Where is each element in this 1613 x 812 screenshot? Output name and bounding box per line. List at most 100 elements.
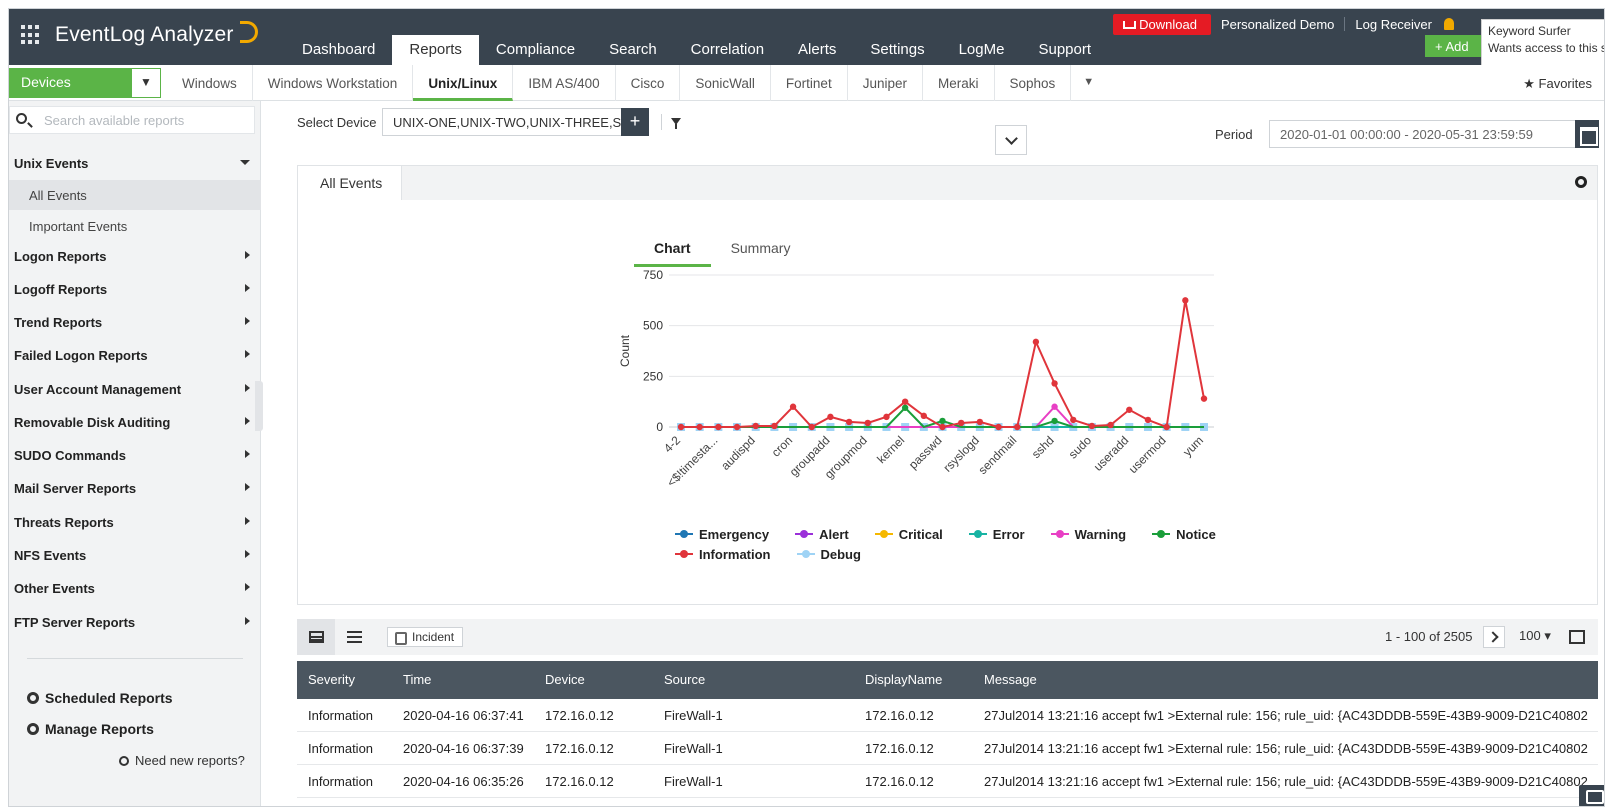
tab-chart[interactable]: Chart bbox=[634, 236, 711, 267]
apps-grid-icon[interactable] bbox=[21, 25, 41, 45]
tab-meraki[interactable]: Meraki bbox=[923, 65, 995, 101]
nav-alerts[interactable]: Alerts bbox=[798, 41, 837, 58]
cell-severity: Information bbox=[308, 774, 374, 789]
next-page-button[interactable] bbox=[1483, 626, 1505, 648]
sidebar-item-all-events[interactable]: All Events bbox=[9, 180, 261, 210]
tab-sophos[interactable]: Sophos bbox=[995, 65, 1072, 101]
tab-unix-linux[interactable]: Unix/Linux bbox=[413, 65, 514, 101]
tab-windows-workstation[interactable]: Windows Workstation bbox=[253, 65, 414, 101]
legend-item-critical[interactable]: Critical bbox=[874, 527, 943, 542]
tab-ibm-as400[interactable]: IBM AS/400 bbox=[513, 65, 616, 101]
add-button[interactable]: + Add bbox=[1425, 35, 1491, 57]
column-message[interactable]: Message bbox=[984, 672, 1037, 687]
column-time[interactable]: Time bbox=[403, 672, 432, 687]
report-panel: All Events Chart Summary bbox=[297, 165, 1598, 605]
tab-sonicwall[interactable]: SonicWall bbox=[680, 65, 771, 101]
bell-icon[interactable] bbox=[1444, 18, 1454, 30]
app-logo[interactable]: EventLog Analyzer bbox=[21, 21, 258, 47]
legend-item-notice[interactable]: Notice bbox=[1152, 527, 1216, 542]
scheduled-reports-label: Scheduled Reports bbox=[45, 690, 173, 706]
sidebar-item-user-account-management[interactable]: User Account Management bbox=[14, 382, 250, 397]
per-page-select[interactable]: 100 ▾ bbox=[1519, 628, 1551, 643]
nav-dashboard[interactable]: Dashboard bbox=[302, 41, 376, 58]
nav-correlation[interactable]: Correlation bbox=[690, 41, 765, 58]
legend-item-debug[interactable]: Debug bbox=[796, 547, 861, 562]
sidebar-item-other-events[interactable]: Other Events bbox=[14, 581, 250, 596]
nav-compliance[interactable]: Compliance bbox=[495, 41, 576, 58]
chevron-right-icon bbox=[245, 517, 250, 525]
add-device-button[interactable]: + bbox=[621, 108, 649, 136]
panel-header: All Events bbox=[298, 166, 1597, 200]
search-icon bbox=[16, 113, 27, 124]
sidebar-item-sudo-commands[interactable]: SUDO Commands bbox=[14, 448, 250, 463]
nav-reports[interactable]: Reports bbox=[392, 35, 479, 65]
column-settings-icon[interactable] bbox=[1569, 630, 1585, 644]
devices-dropdown[interactable]: Devices ▼ bbox=[9, 68, 161, 98]
sidebar-item-trend-reports[interactable]: Trend Reports bbox=[14, 315, 250, 330]
legend-item-warning[interactable]: Warning bbox=[1050, 527, 1126, 542]
table-view-button[interactable] bbox=[297, 619, 335, 655]
tab-cisco[interactable]: Cisco bbox=[616, 65, 681, 101]
nav-support[interactable]: Support bbox=[1038, 41, 1092, 58]
sidebar-item-label: FTP Server Reports bbox=[14, 615, 136, 630]
calendar-icon[interactable] bbox=[1575, 120, 1599, 148]
list-view-button[interactable] bbox=[335, 619, 373, 655]
series-line-information bbox=[681, 300, 1205, 429]
table-row[interactable]: Information 2020-04-16 06:35:26 172.16.0… bbox=[297, 765, 1598, 798]
nav-settings[interactable]: Settings bbox=[870, 41, 925, 58]
sidebar-item-important-events[interactable]: Important Events bbox=[29, 219, 128, 234]
legend-item-error[interactable]: Error bbox=[968, 527, 1025, 542]
chevron-down-icon[interactable]: ▼ bbox=[131, 68, 161, 98]
data-point bbox=[1051, 417, 1058, 425]
sidebar-item-logoff-reports[interactable]: Logoff Reports bbox=[14, 282, 250, 297]
report-search-input[interactable]: Search available reports bbox=[9, 106, 255, 134]
manage-reports-link[interactable]: Manage Reports bbox=[27, 721, 154, 737]
legend-item-alert[interactable]: Alert bbox=[795, 527, 849, 542]
log-receiver-link[interactable]: Log Receiver bbox=[1355, 16, 1432, 32]
column-device[interactable]: Device bbox=[545, 672, 585, 687]
table-header: Severity Time Device Source DisplayName … bbox=[297, 661, 1598, 699]
legend-item-emergency[interactable]: Emergency bbox=[675, 527, 769, 542]
chat-icon[interactable] bbox=[1579, 785, 1604, 806]
filter-icon[interactable] bbox=[671, 118, 681, 129]
sidebar-collapse-handle[interactable] bbox=[255, 381, 263, 431]
period-input[interactable]: 2020-01-01 00:00:00 - 2020-05-31 23:59:5… bbox=[1269, 120, 1577, 148]
gear-icon[interactable] bbox=[1575, 176, 1587, 188]
sidebar-item-threats-reports[interactable]: Threats Reports bbox=[14, 515, 250, 530]
select-device-input[interactable]: UNIX-ONE,UNIX-TWO,UNIX-THREE,SYN bbox=[382, 108, 622, 136]
favorites-link[interactable]: ★ Favorites bbox=[1523, 76, 1592, 92]
sidebar-item-mail-server-reports[interactable]: Mail Server Reports bbox=[14, 481, 250, 496]
column-source[interactable]: Source bbox=[664, 672, 706, 687]
sidebar-item-ftp-server-reports[interactable]: FTP Server Reports bbox=[14, 615, 250, 630]
download-button[interactable]: Download bbox=[1113, 13, 1211, 35]
tab-all-events[interactable]: All Events bbox=[298, 166, 402, 200]
incident-button[interactable]: Incident bbox=[387, 627, 464, 647]
cell-message: 27Jul2014 13:21:16 accept fw1 >External … bbox=[984, 774, 1588, 789]
need-new-reports-link[interactable]: Need new reports? bbox=[119, 753, 245, 768]
more-tabs-icon[interactable]: ▼ bbox=[1083, 76, 1095, 88]
device-tabs: Windows Windows Workstation Unix/Linux I… bbox=[167, 65, 1106, 101]
chart-options-dropdown[interactable] bbox=[995, 125, 1027, 155]
sidebar-item-removable-disk-auditing[interactable]: Removable Disk Auditing bbox=[14, 415, 250, 430]
tab-windows[interactable]: Windows bbox=[167, 65, 253, 101]
scheduled-reports-link[interactable]: Scheduled Reports bbox=[27, 690, 173, 706]
table-row[interactable]: Information 2020-04-16 06:37:41 172.16.0… bbox=[297, 699, 1598, 732]
tab-summary[interactable]: Summary bbox=[730, 240, 791, 256]
legend-label: Notice bbox=[1176, 526, 1216, 542]
sidebar-section-unix-events[interactable]: Unix Events bbox=[14, 156, 250, 171]
personalized-demo-link[interactable]: Personalized Demo bbox=[1220, 16, 1335, 32]
nav-logme[interactable]: LogMe bbox=[958, 41, 1005, 58]
tab-fortinet[interactable]: Fortinet bbox=[771, 65, 848, 101]
sidebar-item-nfs-events[interactable]: NFS Events bbox=[14, 548, 250, 563]
legend-marker-icon bbox=[675, 549, 693, 559]
sidebar-item-failed-logon-reports[interactable]: Failed Logon Reports bbox=[14, 348, 250, 363]
column-displayname[interactable]: DisplayName bbox=[865, 672, 943, 687]
tab-juniper[interactable]: Juniper bbox=[848, 65, 923, 101]
sidebar-item-logon-reports[interactable]: Logon Reports bbox=[14, 249, 250, 264]
x-tick-label: yum bbox=[1180, 433, 1206, 459]
legend-item-information[interactable]: Information bbox=[675, 547, 771, 562]
table-row[interactable]: Information 2020-04-16 06:37:39 172.16.0… bbox=[297, 732, 1598, 765]
top-header: EventLog Analyzer Dashboard Reports Comp… bbox=[9, 9, 1604, 65]
nav-search[interactable]: Search bbox=[609, 41, 657, 58]
column-severity[interactable]: Severity bbox=[308, 672, 355, 687]
